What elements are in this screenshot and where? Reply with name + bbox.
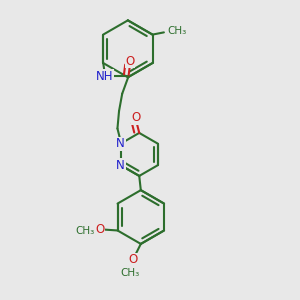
Text: O: O xyxy=(125,55,135,68)
Text: CH₃: CH₃ xyxy=(75,226,94,236)
Text: N: N xyxy=(116,159,125,172)
Text: O: O xyxy=(131,111,141,124)
Text: CH₃: CH₃ xyxy=(120,268,140,278)
Text: CH₃: CH₃ xyxy=(168,26,187,36)
Text: N: N xyxy=(116,137,125,150)
Text: O: O xyxy=(95,223,105,236)
Text: N: N xyxy=(116,137,125,150)
Text: NH: NH xyxy=(96,70,114,83)
Text: O: O xyxy=(128,253,137,266)
